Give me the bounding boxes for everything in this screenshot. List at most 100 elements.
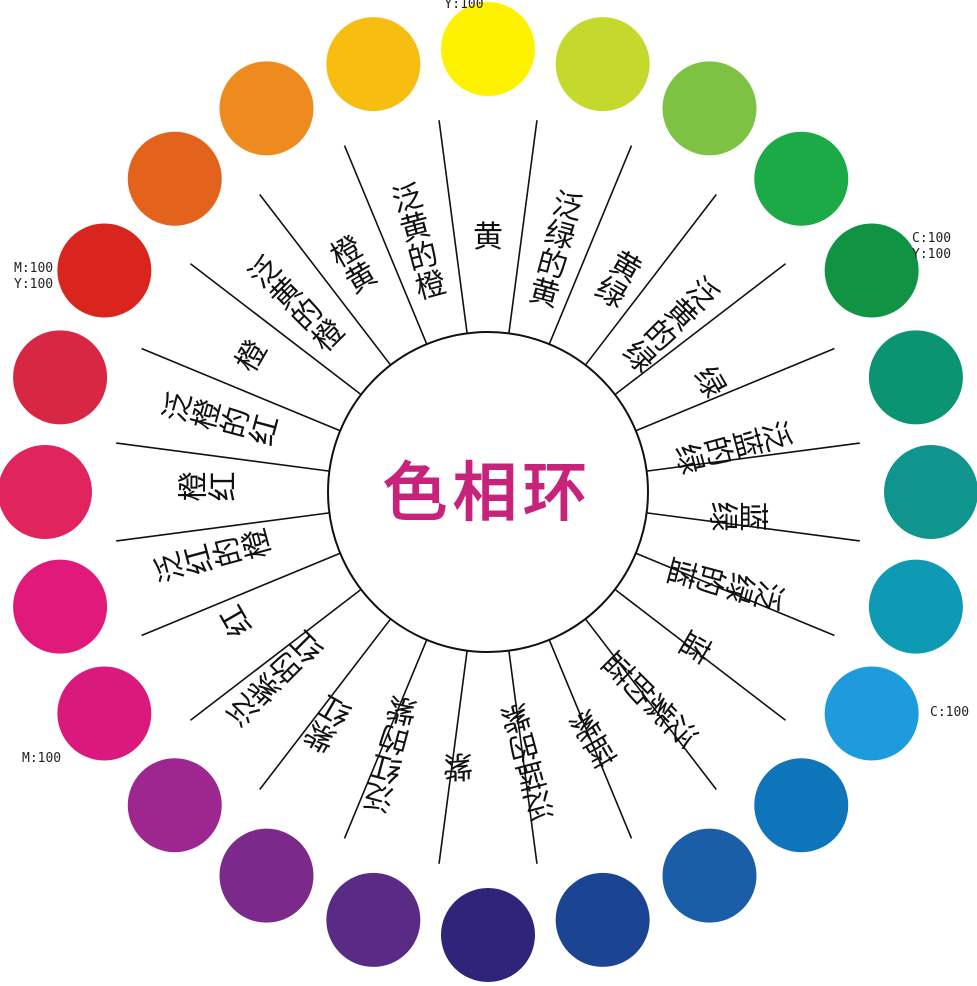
cmyk-notes: Y:100 C:100 Y:100 C:100 M:100 M:100 Y:100 — [14, 0, 969, 766]
segment-label-text: 黄 — [473, 220, 503, 255]
segment-label-text: 泛黄的橙 — [388, 178, 449, 307]
color-swatch — [884, 445, 977, 539]
segment-label: 泛黄的绿 — [616, 270, 726, 380]
color-swatch — [555, 872, 650, 967]
color-swatch — [13, 559, 108, 654]
segment-label: 泛蓝的紫 — [496, 697, 557, 826]
segment-label: 泛黄的橙 — [242, 249, 352, 359]
segment-label: 紫 — [443, 749, 473, 784]
divider-line — [508, 120, 538, 334]
divider-line — [614, 588, 786, 721]
segment-label-text: 泛蓝的绿 — [668, 417, 797, 478]
color-swatch — [127, 758, 222, 853]
segment-label: 紫红 — [299, 687, 357, 758]
color-swatch — [555, 17, 650, 112]
color-swatch — [57, 666, 152, 761]
color-swatch — [127, 131, 222, 226]
divider-line — [646, 442, 860, 472]
divider-line — [548, 145, 633, 345]
cmyk-note-c100-y100: C:100 Y:100 — [912, 231, 951, 262]
cmyk-note-m100-y100: M:100 Y:100 — [14, 261, 53, 292]
divider-line — [343, 639, 428, 839]
segment-label-text: 泛蓝的紫 — [496, 697, 557, 826]
center-circle — [327, 331, 649, 653]
segment-label: 绿 — [687, 361, 732, 404]
segment-label: 红 — [214, 599, 259, 642]
segment-label-text: 泛红的紫 — [359, 689, 420, 818]
color-swatch — [662, 61, 757, 156]
divider-line — [141, 552, 341, 637]
color-swatch — [824, 666, 919, 761]
color-swatch — [0, 445, 92, 539]
divider-line — [614, 263, 786, 396]
divider-line — [635, 552, 835, 637]
color-swatch — [441, 888, 535, 982]
color-swatch — [57, 223, 152, 318]
color-swatch — [824, 223, 919, 318]
divider-line — [584, 618, 717, 790]
divider-line — [116, 442, 330, 472]
color-swatch — [219, 61, 314, 156]
divider-line — [508, 650, 538, 864]
segment-label-text: 泛黄的绿 — [616, 270, 726, 380]
cmyk-note-m100: M:100 — [22, 751, 61, 766]
divider-line — [141, 347, 341, 432]
divider-line — [438, 650, 468, 864]
segment-label: 泛紫的蓝 — [595, 644, 705, 754]
divider-line — [259, 194, 392, 366]
color-swatch — [326, 17, 421, 112]
divider-line — [190, 588, 362, 721]
segment-label-text: 泛绿的蓝 — [660, 554, 789, 615]
color-swatch — [868, 559, 963, 654]
segment-label-text: 紫红 — [299, 687, 357, 758]
divider-line — [190, 263, 362, 396]
color-swatch — [219, 828, 314, 923]
divider-line — [259, 618, 392, 790]
segment-label: 橙 — [229, 335, 274, 378]
segment-label: 泛绿的蓝 — [660, 554, 789, 615]
cmyk-note-c100: C:100 — [930, 705, 969, 720]
segment-label-text: 红 — [214, 599, 259, 642]
divider-line — [116, 512, 330, 542]
segment-label: 泛蓝的绿 — [668, 417, 797, 478]
segment-label: 泛绿的黄 — [525, 186, 586, 315]
divider-line — [584, 194, 717, 366]
divider-line — [343, 145, 428, 345]
color-swatch — [13, 330, 108, 425]
segment-label: 泛橙的红 — [157, 388, 286, 449]
segment-label: 黄 — [473, 220, 503, 255]
color-swatch — [662, 828, 757, 923]
divider-line — [646, 512, 860, 542]
segment-label-text: 紫 — [443, 749, 473, 784]
color-swatch — [754, 758, 849, 853]
divider-line — [635, 347, 835, 432]
segment-label-text: 黄绿 — [589, 244, 647, 315]
divider-line — [438, 120, 468, 334]
color-swatch — [868, 330, 963, 425]
segment-label-text: 泛紫的蓝 — [595, 644, 705, 754]
color-swatch — [326, 872, 421, 967]
segment-label-text: 橙红 — [176, 472, 241, 502]
segment-label: 黄绿 — [589, 244, 647, 315]
cmyk-note-y100: Y:100 — [444, 0, 483, 12]
segment-label-text: 泛橙的红 — [157, 388, 286, 449]
segment-label-text: 橙 — [229, 335, 274, 378]
segment-label-text: 蓝紫 — [563, 702, 621, 773]
segment-label: 泛黄的橙 — [388, 178, 449, 307]
segment-label-text: 泛绿的黄 — [525, 186, 586, 315]
segment-label: 泛紫的红 — [221, 623, 331, 733]
segment-label-text: 泛紫的红 — [221, 623, 331, 733]
segment-dividers — [116, 120, 860, 864]
segment-label: 泛红的紫 — [359, 689, 420, 818]
segment-label: 蓝紫 — [563, 702, 621, 773]
wheel-title: 色相环 — [383, 457, 593, 531]
color-swatch — [754, 131, 849, 226]
segment-label-text: 绿 — [687, 361, 732, 404]
divider-line — [548, 639, 633, 839]
segment-label: 橙红 — [176, 472, 241, 502]
segment-label-text: 蓝绿 — [705, 502, 770, 532]
segment-label-text: 泛黄的橙 — [242, 249, 352, 359]
color-swatch — [441, 2, 535, 96]
